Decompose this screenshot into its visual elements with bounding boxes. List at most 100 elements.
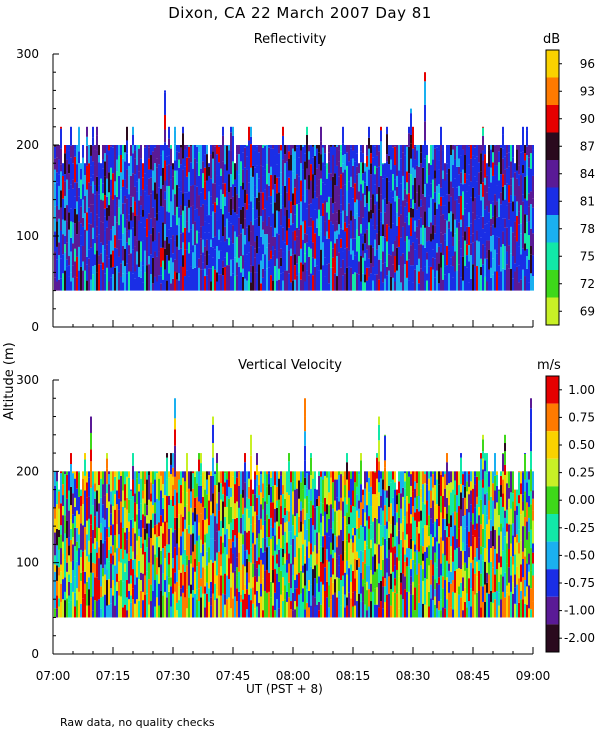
reflectivity-cell — [172, 176, 174, 190]
velocity-cell — [80, 557, 82, 573]
reflectivity-cell — [312, 146, 314, 158]
velocity-cell — [142, 471, 144, 491]
reflectivity-cell — [448, 213, 450, 222]
velocity-cell — [68, 574, 70, 582]
velocity-cell — [482, 528, 484, 548]
velocity-cell — [324, 590, 326, 618]
reflectivity-cell — [118, 239, 120, 257]
velocity-cell — [446, 526, 448, 538]
velocity-cell — [114, 552, 116, 566]
velocity-cell — [338, 555, 340, 566]
reflectivity-cell — [148, 147, 150, 159]
reflectivity-cell — [218, 162, 220, 186]
reflectivity-cell — [256, 281, 258, 291]
reflectivity-cell — [430, 183, 432, 198]
reflectivity-cell — [440, 232, 442, 244]
reflectivity-cell — [134, 215, 136, 236]
velocity-cell — [182, 531, 184, 554]
reflectivity-cell — [276, 193, 278, 211]
velocity-cell — [184, 481, 186, 507]
velocity-cell — [220, 471, 222, 484]
velocity-unit: m/s — [537, 358, 561, 373]
reflectivity-cell — [356, 229, 358, 252]
velocity-cell — [396, 504, 398, 513]
reflectivity-cell — [508, 268, 510, 291]
velocity-cell — [238, 552, 240, 572]
reflectivity-cell — [58, 145, 60, 160]
reflectivity-cell — [530, 246, 532, 255]
reflectivity-cell — [454, 145, 456, 146]
reflectivity-cell — [70, 145, 72, 158]
reflectivity-cell — [228, 212, 230, 222]
reflectivity-cell — [518, 282, 520, 291]
velocity-cell — [488, 593, 490, 618]
reflectivity-cell — [436, 147, 438, 166]
velocity-cell — [274, 535, 276, 551]
velocity-cell — [130, 595, 132, 603]
velocity-cell — [490, 471, 492, 475]
velocity-cell — [72, 560, 74, 570]
velocity-cell — [322, 563, 324, 585]
reflectivity-cell — [368, 276, 370, 291]
velocity-cell — [200, 475, 202, 486]
reflectivity-cell — [132, 249, 134, 267]
reflectivity-cell — [342, 229, 344, 252]
velocity-cell — [104, 564, 106, 575]
velocity-cell — [494, 599, 496, 618]
reflectivity-cell — [304, 253, 306, 263]
reflectivity-cell — [94, 185, 96, 195]
reflectivity-cell — [232, 196, 234, 210]
velocity-cell — [518, 503, 520, 530]
reflectivity-cell — [394, 256, 396, 273]
velocity-cell — [284, 498, 286, 508]
reflectivity-cell — [278, 145, 280, 154]
velocity-cell — [484, 529, 486, 549]
velocity-cell — [492, 602, 494, 618]
reflectivity-cell — [92, 174, 94, 182]
reflectivity-cell — [190, 185, 192, 207]
reflectivity-cell — [298, 203, 300, 230]
reflectivity-cell — [394, 145, 396, 147]
reflectivity-cell — [178, 145, 180, 153]
reflectivity-cell — [350, 148, 352, 160]
reflectivity-cell — [350, 210, 352, 221]
reflectivity-cell — [488, 269, 490, 291]
velocity-cell — [500, 475, 502, 486]
velocity-cell — [446, 599, 448, 618]
velocity-cell — [430, 471, 432, 477]
reflectivity-colorbar-label-2: 90 — [580, 112, 595, 126]
velocity-cell — [112, 564, 114, 581]
reflectivity-cell — [364, 233, 366, 244]
velocity-cell — [276, 471, 278, 487]
velocity-cell — [504, 517, 506, 537]
velocity-cell — [400, 582, 402, 595]
reflectivity-cell — [262, 221, 264, 230]
velocity-cell — [530, 588, 532, 610]
reflectivity-cell — [70, 126, 72, 146]
reflectivity-cell — [66, 145, 68, 160]
reflectivity-cell — [398, 180, 400, 199]
reflectivity-cell — [438, 204, 440, 226]
velocity-cell — [62, 553, 64, 580]
reflectivity-cell — [482, 196, 484, 217]
velocity-cell — [200, 597, 202, 618]
velocity-cell — [100, 586, 102, 598]
reflectivity-cell — [144, 173, 146, 192]
velocity-cell — [246, 474, 248, 498]
reflectivity-cell — [382, 263, 384, 283]
velocity-cell — [434, 562, 436, 580]
reflectivity-cell — [86, 230, 88, 257]
velocity-cell — [522, 577, 524, 600]
reflectivity-cell — [474, 197, 476, 220]
reflectivity-cell — [426, 252, 428, 260]
reflectivity-cell — [402, 253, 404, 267]
velocity-cell — [236, 575, 238, 589]
reflectivity-cell — [142, 216, 144, 241]
velocity-cell — [174, 445, 176, 454]
velocity-cell — [128, 513, 130, 522]
velocity-cell — [424, 474, 426, 484]
reflectivity-cell — [434, 215, 436, 226]
velocity-cell — [78, 534, 80, 549]
reflectivity-cell — [322, 242, 324, 266]
velocity-cell — [444, 596, 446, 609]
